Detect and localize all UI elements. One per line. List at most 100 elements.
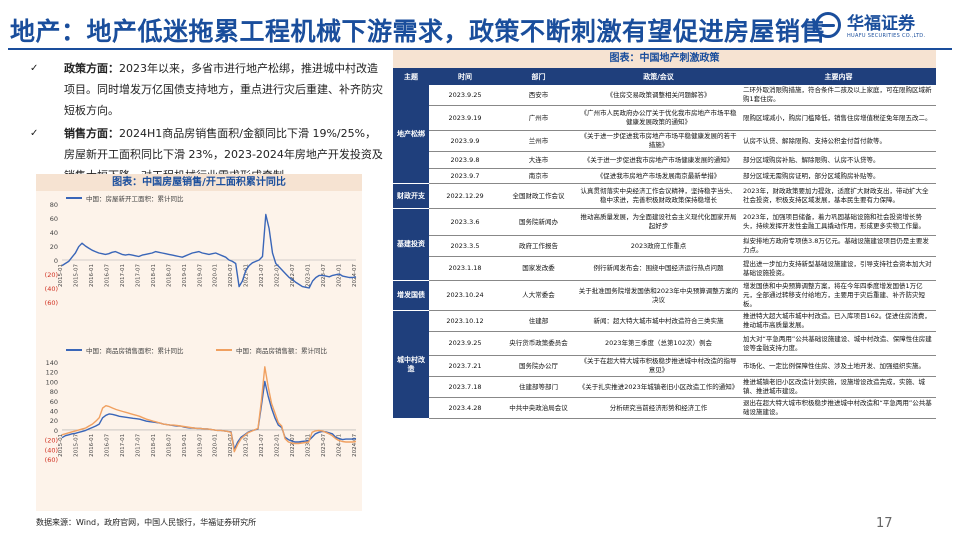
department-cell: 国务院办公厅	[501, 355, 576, 377]
policy-table: 主题 时间 部门 政策/会议 主要内容 地产松绑 2023.9.25 西安市 《住房交易政策调…	[393, 68, 936, 419]
charts-svg: 中国：房屋新开工面积：累计同比806040200(20)(40)(60)2015…	[45, 194, 358, 464]
department-cell: 全国财政工作会议	[501, 183, 576, 209]
y-tick-label: (20)	[45, 271, 58, 279]
time-cell: 2023.3.6	[429, 208, 501, 236]
policy-cell: 例行新闻发布会：围绕中国经济运行热点问题	[576, 256, 741, 281]
content-cell: 拟安排地方政府专项债3.8万亿元。基础设施建设项目仍是主要发力点。	[741, 235, 936, 257]
department-cell: 住建部等部门	[501, 376, 576, 398]
policy-table-panel: 图表：中国地产刺激政策 主题 时间 部门 政策/会议 主要内容 地产松绑 2023.9.2…	[393, 50, 936, 512]
x-tick-label: 2024-07	[352, 433, 358, 456]
x-tick-label: 2020-07	[228, 264, 234, 287]
category-cell: 财政开支	[393, 183, 429, 209]
x-tick-label: 2018-01	[151, 434, 157, 457]
content-cell: 部分区域无需购房证明，部分区域购房补贴等。	[741, 168, 936, 184]
time-cell: 2022.12.29	[429, 183, 501, 209]
time-cell: 2023.9.25	[429, 331, 501, 356]
x-tick-label: 2020-01	[213, 264, 219, 287]
x-tick-label: 2016-01	[89, 434, 95, 457]
department-cell: 大连市	[501, 151, 576, 169]
table-row: 2023.9.8 大连市 《关于进一步促进我市房地产市场健康发展的通知》 部分区域购房…	[393, 151, 936, 169]
table-row: 基建投资 2023.3.6 国务院新闻办 推动高质量发展，为全面建设社会主义现代化国家…	[393, 208, 936, 281]
x-tick-label: 2016-01	[89, 264, 95, 287]
bullet-heading: 政策方面：	[64, 62, 119, 75]
time-cell: 2023.10.12	[429, 310, 501, 332]
x-tick-label: 2017-01	[120, 434, 126, 457]
content-cell: 部分区域购房补贴、解除限购、认房不认贷等。	[741, 151, 936, 169]
department-cell: 央行货币政策委员会	[501, 331, 576, 356]
category-cell: 增发国债	[393, 280, 429, 311]
x-tick-label: 2020-07	[228, 433, 234, 456]
series-line	[61, 213, 357, 289]
x-tick-label: 2018-07	[166, 433, 172, 456]
y-tick-label: 0	[54, 427, 58, 435]
time-cell: 2023.7.18	[429, 376, 501, 398]
y-tick-label: (40)	[45, 446, 58, 454]
x-tick-label: 2022-01	[275, 434, 281, 457]
department-cell: 兰州市	[501, 130, 576, 152]
department-cell: 国务院新闻办	[501, 208, 576, 236]
bullet-heading: 销售方面：	[64, 127, 119, 140]
x-tick-label: 2022-07	[290, 264, 296, 287]
content-cell: 认房不认贷、解除限购、支持公积金付首付款等。	[741, 130, 936, 152]
department-cell: 人大常委会	[501, 280, 576, 311]
x-tick-label: 2017-07	[135, 264, 141, 287]
x-tick-label: 2023-07	[321, 433, 327, 456]
content-cell: 二环外取消限购措施，符合条件二孩及以上家庭，可在限购区域新购1套住房。	[741, 85, 936, 106]
category-cell: 城中村改造	[393, 310, 429, 419]
category-cell: 地产松绑	[393, 85, 429, 184]
content-cell: 退出在超大特大城市积极稳步推进城中村改造和“平急两用”公共基础设施建设。	[741, 397, 936, 419]
table-row: 2023.3.5 政府工作报告 2023政府工作重点 拟安排地方政府专项债3.8万亿元…	[393, 235, 936, 257]
y-tick-label: 80	[50, 201, 58, 209]
x-tick-label: 2015-07	[73, 433, 79, 456]
time-cell: 2023.9.19	[429, 105, 501, 131]
content-cell: 限购区域减小，购房门槛降低，销售住房增值税征免年限五改二。	[741, 105, 936, 131]
content-cell: 提出进一步加力支持新型基础设施建设，引导支持社会资本加大对基础设施投资。	[741, 256, 936, 281]
y-tick-label: 20	[50, 417, 58, 425]
policy-table-title: 图表：中国地产刺激政策	[393, 50, 936, 68]
table-row: 2023.4.28 中共中央政治局会议 分析研究当前经济形势和经济工作 退出在超大特大…	[393, 397, 936, 419]
x-tick-label: 2017-01	[120, 264, 126, 287]
category-cell: 基建投资	[393, 208, 429, 281]
time-cell: 2023.7.21	[429, 355, 501, 377]
column-header: 部门	[501, 68, 576, 85]
department-cell: 国家发改委	[501, 256, 576, 281]
x-tick-label: 2018-01	[151, 264, 157, 287]
time-cell: 2023.9.7	[429, 168, 501, 184]
department-cell: 南京市	[501, 168, 576, 184]
content-cell: 推进城镇老旧小区改造计划实施，设施增设改造完成，实施、城镇、推进城市建设。	[741, 376, 936, 398]
department-cell: 广州市	[501, 105, 576, 131]
x-tick-label: 2016-07	[104, 264, 110, 287]
check-icon: ✓	[30, 63, 39, 74]
table-row: 财政开支 2022.12.29 全国财政工作会议 认真贯彻落实中央经济工作会议精神，坚…	[393, 183, 936, 209]
y-tick-label: (60)	[45, 299, 58, 307]
table-row: 2023.9.25 央行货币政策委员会 2023年第三季度（总第102次）例会 加大对…	[393, 331, 936, 356]
content-cell: 市场化、一定比例保障性住房、涉及土地开发、加强组织实施。	[741, 355, 936, 377]
table-row: 2023.7.21 国务院办公厅 《关于在超大特大城市积极稳步推进城中村改造的指导意…	[393, 355, 936, 377]
x-tick-label: 2017-07	[135, 433, 141, 456]
legend-label: 中国：商品房销售面积：累计同比	[86, 346, 184, 355]
time-cell: 2023.1.18	[429, 256, 501, 281]
policy-cell: 《关于扎实推进2023年城镇老旧小区改造工作的通知》	[576, 376, 741, 398]
column-header: 主题	[393, 68, 429, 85]
time-cell: 2023.4.28	[429, 397, 501, 419]
content-cell: 2023年，财政政策要加力提效，适度扩大财政支出，带动扩大全社会投资，积极支持区…	[741, 183, 936, 209]
table-row: 2023.9.7 南京市 《促进我市房地产市场发展南京最新举措》 部分区域无需购房证明…	[393, 168, 936, 184]
policy-cell: 关于批准国务院增发国债和2023年中央预算调整方案的决议	[576, 280, 741, 311]
y-tick-label: 40	[50, 408, 58, 416]
table-row: 城中村改造 2023.10.12 住建部 新闻：超大特大城市城中村改造符合三类实施 推进…	[393, 310, 936, 419]
table-row: 地产松绑 2023.9.25 西安市 《住房交易政策调整相关问题解答》 二环外取消限购措…	[393, 85, 936, 184]
chart-panel-title: 图表：中国房屋销售/开工面积累计同比	[36, 174, 362, 191]
y-tick-label: (60)	[45, 456, 58, 464]
x-tick-label: 2018-07	[166, 264, 172, 287]
policy-cell: 分析研究当前经济形势和经济工作	[576, 397, 741, 419]
y-tick-label: 0	[54, 257, 58, 265]
time-cell: 2023.9.9	[429, 130, 501, 152]
x-tick-label: 2015-01	[58, 264, 64, 287]
y-tick-label: 40	[50, 229, 58, 237]
x-tick-label: 2023-01	[306, 434, 312, 457]
x-tick-label: 2019-07	[197, 433, 203, 456]
department-cell: 住建部	[501, 310, 576, 332]
title-divider	[8, 48, 952, 50]
bullet-policy: ✓ 政策方面：2023年以来，多省市进行地产松绑，推进城中村改造项目。同时增发万…	[30, 58, 385, 121]
column-header: 时间	[429, 68, 501, 85]
